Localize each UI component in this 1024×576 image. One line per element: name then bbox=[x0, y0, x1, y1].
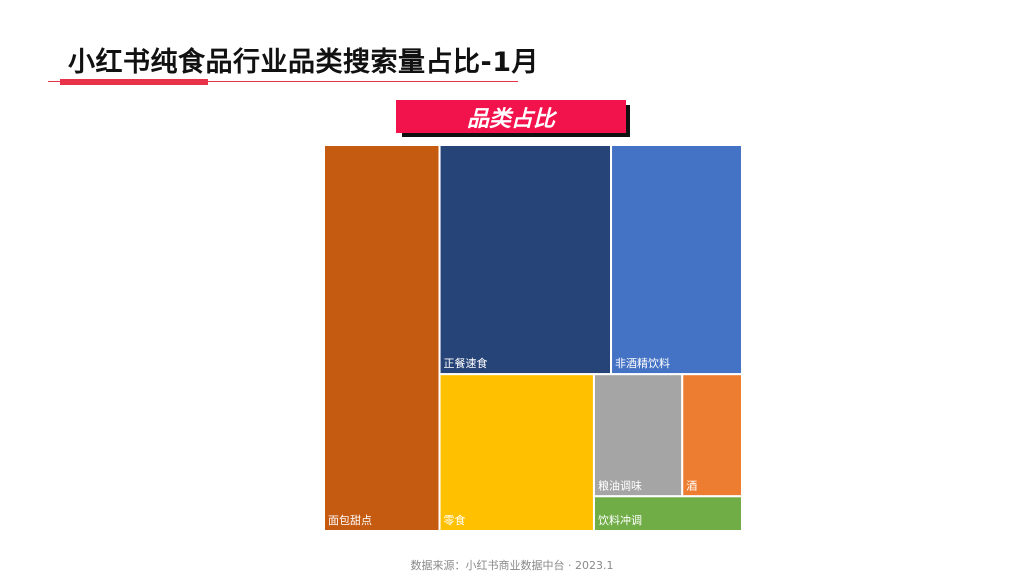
treemap-cell: 零食 bbox=[438, 373, 595, 532]
page-title: 小红书纯食品行业品类搜索量占比-1月 bbox=[68, 47, 539, 78]
treemap-rect bbox=[438, 144, 613, 376]
treemap-label: 正餐速食 bbox=[444, 356, 488, 370]
treemap-rect bbox=[592, 495, 743, 532]
treemap-label: 零食 bbox=[444, 513, 466, 527]
treemap-cell: 面包甜点 bbox=[323, 144, 441, 532]
treemap-label: 酒 bbox=[686, 479, 697, 492]
treemap-cell: 粮油调味 bbox=[592, 373, 684, 498]
treemap-label: 粮油调味 bbox=[598, 478, 642, 492]
treemap-rect bbox=[592, 373, 684, 498]
treemap-label: 面包甜点 bbox=[328, 514, 372, 527]
treemap-cell: 饮料冲调 bbox=[592, 495, 743, 532]
title-accent-bar bbox=[60, 79, 208, 85]
treemap-label: 饮料冲调 bbox=[598, 513, 642, 527]
treemap-rect bbox=[610, 144, 744, 376]
title-underline bbox=[48, 81, 518, 82]
treemap-rect bbox=[681, 373, 743, 498]
chart-banner-label: 品类占比 bbox=[466, 106, 555, 132]
treemap-cell: 正餐速食 bbox=[438, 144, 613, 376]
treemap-rect bbox=[323, 144, 441, 532]
source-note: 数据来源：小红书商业数据中台 · 2023.1 bbox=[410, 559, 614, 572]
chart-banner: 品类占比 bbox=[396, 100, 626, 133]
treemap-label: 非酒精饮料 bbox=[615, 356, 670, 370]
treemap-cell: 非酒精饮料 bbox=[610, 144, 744, 376]
treemap-rect bbox=[438, 373, 595, 532]
treemap-cell: 酒 bbox=[681, 373, 743, 498]
